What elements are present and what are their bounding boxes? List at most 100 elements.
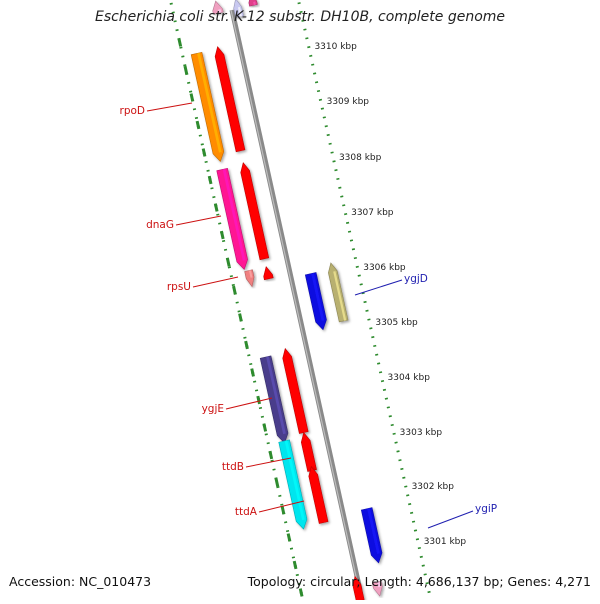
ruler-tick — [250, 368, 255, 377]
genome-title: Escherichia coli str. K-12 substr. DH10B… — [94, 9, 506, 25]
gene-leader-line — [192, 276, 239, 288]
feature-highlight — [377, 581, 381, 588]
ruler-tick — [244, 340, 249, 350]
feature-highlight — [218, 9, 222, 13]
gene-label-text: ygjD — [404, 273, 428, 285]
feature-rpoD[interactable] — [190, 51, 225, 163]
gene-label-text: ttdB — [222, 461, 244, 473]
feature-highlight — [333, 271, 347, 321]
feature-ttdB-cds[interactable] — [300, 431, 317, 472]
feature-ygiP[interactable] — [360, 507, 383, 564]
feature-ygjE[interactable] — [259, 355, 289, 444]
gene-label-text: rpsU — [167, 281, 191, 293]
feature-highlight — [245, 170, 268, 259]
ruler-label: 3304 kbp — [388, 373, 431, 383]
feature-highlight — [266, 356, 286, 435]
ruler-label: 3306 kbp — [363, 263, 406, 273]
ruler-tick — [177, 38, 183, 47]
gene-label-text: rpoD — [120, 105, 146, 117]
ruler-tick — [232, 285, 237, 295]
ruler-label: 3301 kbp — [424, 537, 467, 547]
gene-label-text: ygiP — [475, 503, 497, 515]
ruler-tick — [292, 560, 298, 570]
ruler-label: 3302 kbp — [412, 482, 455, 492]
gene-label-dnaG[interactable]: dnaG — [146, 215, 222, 231]
ruler-tick — [183, 65, 189, 75]
feature-ygjE-cds[interactable] — [282, 347, 309, 434]
ruler-tick — [286, 533, 292, 542]
ruler-tick — [213, 203, 219, 212]
feature-highlight — [237, 6, 242, 17]
feature-highlight — [306, 440, 315, 471]
feature-rpsU-cds[interactable] — [263, 266, 274, 281]
feature-highlight — [357, 584, 363, 601]
ruler-tick — [201, 148, 207, 157]
feature-highlight — [248, 270, 253, 278]
gene-label-ttdA[interactable]: ttdA — [235, 500, 305, 518]
gene-leader-line — [258, 500, 305, 513]
topology-summary: Topology: circular; Length: 4,686,137 bp… — [247, 574, 591, 589]
ruler-tick — [274, 478, 280, 487]
ruler-tick — [207, 175, 213, 185]
feature-top-pink[interactable] — [212, 0, 224, 15]
gene-label-ttdB[interactable]: ttdB — [222, 457, 292, 473]
gene-label-rpoD[interactable]: rpoD — [120, 102, 193, 117]
gene-label-ygjE[interactable]: ygjE — [202, 397, 273, 415]
backbone-line — [229, 9, 363, 591]
ruler-tick — [298, 588, 304, 597]
feature-top-lavender[interactable] — [233, 0, 244, 18]
ruler-tick — [189, 93, 195, 102]
feature-ygjD[interactable] — [304, 272, 327, 331]
gene-label-text: ttdA — [235, 506, 258, 518]
feature-ttdA-cds[interactable] — [308, 465, 329, 524]
ruler-label: 3305 kbp — [375, 318, 418, 328]
feature-body — [263, 266, 274, 281]
ruler-tick — [195, 120, 201, 130]
feature-dnaG-cds[interactable] — [240, 162, 270, 261]
feature-top-magenta[interactable] — [248, 0, 258, 7]
gene-label-ygiP[interactable]: ygiP — [427, 503, 497, 529]
feature-body — [360, 507, 383, 564]
feature-highlight — [313, 474, 327, 523]
feature-highlight — [268, 274, 272, 279]
gene-leader-line — [354, 279, 403, 296]
ruler-tick — [262, 423, 268, 432]
feature-highlight — [222, 168, 246, 261]
ruler-tick — [268, 450, 274, 460]
ruler-tick — [226, 258, 231, 267]
gene-label-rpsU[interactable]: rpsU — [167, 276, 239, 293]
feature-ygjD-other[interactable] — [328, 262, 349, 323]
feature-highlight — [284, 440, 305, 521]
ruler-tick — [256, 395, 261, 405]
feature-rpoD-cds[interactable] — [214, 46, 246, 153]
feature-body — [248, 0, 258, 7]
feature-dnaG[interactable] — [216, 167, 248, 271]
backbone-highlight — [230, 9, 360, 591]
gene-leader-line — [225, 397, 273, 410]
gene-leader-line — [146, 102, 193, 112]
feature-ttdB[interactable] — [278, 439, 308, 530]
ruler-tick — [238, 313, 243, 322]
feature-highlight — [367, 508, 380, 554]
feature-highlight — [219, 54, 244, 151]
gene-leader-line — [245, 457, 292, 468]
feature-highlight — [253, 1, 256, 6]
feature-bottom-pink[interactable] — [371, 580, 383, 597]
ruler-label: 3309 kbp — [327, 97, 370, 107]
ruler-label: 3303 kbp — [400, 428, 443, 438]
gene-leader-line — [427, 510, 474, 529]
ruler-label: 3310 kbp — [314, 42, 357, 52]
ruler-label: 3308 kbp — [339, 153, 382, 163]
feature-rpsU[interactable] — [244, 269, 255, 288]
feature-body — [304, 272, 327, 331]
gene-label-text: ygjE — [202, 403, 224, 415]
gene-label-ygjD[interactable]: ygjD — [354, 273, 428, 296]
ruler-tick — [280, 505, 286, 515]
feature-highlight — [197, 52, 222, 153]
feature-highlight — [311, 272, 325, 321]
gene-leader-line — [175, 215, 222, 226]
accession-text: Accession: NC_010473 — [9, 574, 152, 589]
feature-highlight — [287, 356, 307, 433]
